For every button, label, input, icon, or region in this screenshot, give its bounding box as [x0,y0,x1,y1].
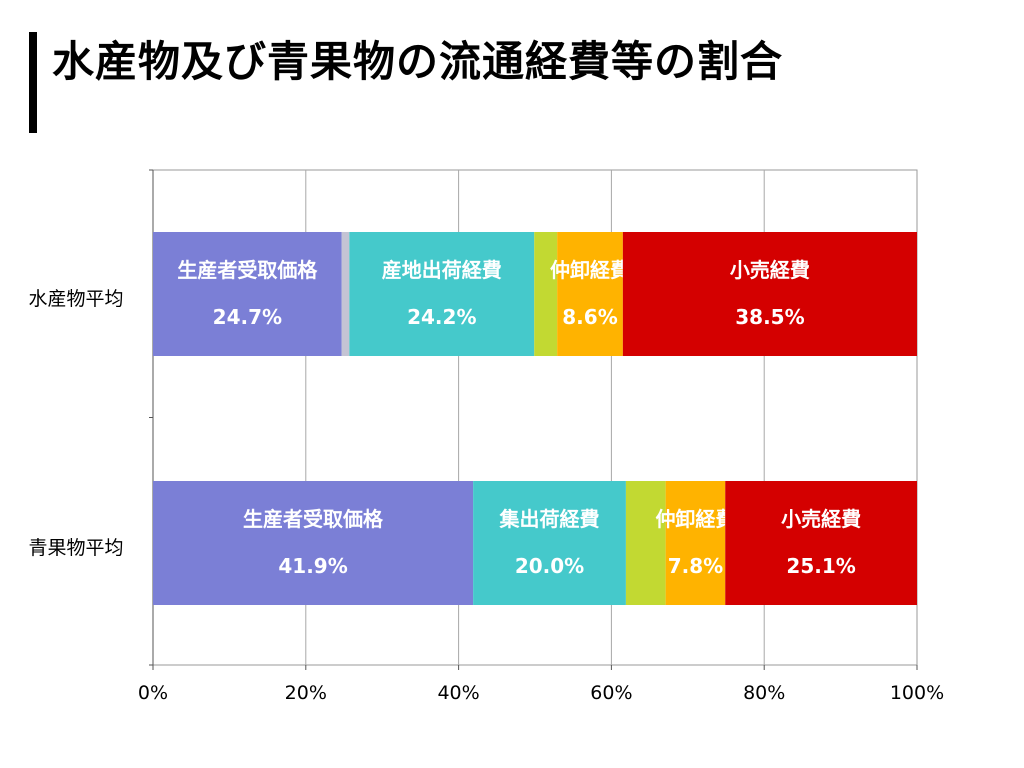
segment-value-label: 24.7% [213,305,282,329]
segment-name-label: 生産者受取価格 [243,507,384,531]
bar-segment [349,232,535,356]
bar-segment [625,481,666,605]
bar-segment [665,481,726,605]
bar-segment [153,481,474,605]
bar-segment [557,232,623,356]
segment-value-label: 41.9% [278,554,347,578]
x-tick-label: 100% [890,682,944,704]
segment-value-label: 25.1% [786,554,855,578]
segment-value-label: 8.6% [562,305,617,329]
x-tick-label: 20% [285,682,327,704]
segment-value-label: 7.8% [668,554,723,578]
page-title: 水産物及び青果物の流通経費等の割合 [52,37,784,86]
segment-name-label: 小売経費 [781,507,861,531]
segment-value-label: 24.2% [407,305,476,329]
bar-segment [473,481,626,605]
x-tick-label: 40% [437,682,479,704]
bar-segment [725,481,917,605]
x-tick-label: 0% [138,682,168,704]
title-accent-bar [29,32,37,133]
segment-value-label: 20.0% [515,554,584,578]
segment-name-label: 産地出荷経費 [382,258,502,282]
bar-segment [534,232,558,356]
segment-name-label: 仲卸経費 [655,507,735,531]
segment-name-label: 生産者受取価格 [177,258,318,282]
category-label: 水産物平均 [28,288,123,310]
bar-segment [153,232,342,356]
x-tick-label: 80% [743,682,785,704]
bar-segment [341,232,350,356]
category-label: 青果物平均 [28,537,123,559]
x-tick-label: 60% [590,682,632,704]
segment-name-label: 集出荷経費 [499,507,600,531]
bar-segment [622,232,917,356]
segment-value-label: 38.5% [735,305,804,329]
segment-name-label: 仲卸経費 [550,258,630,282]
segment-name-label: 小売経費 [730,258,810,282]
